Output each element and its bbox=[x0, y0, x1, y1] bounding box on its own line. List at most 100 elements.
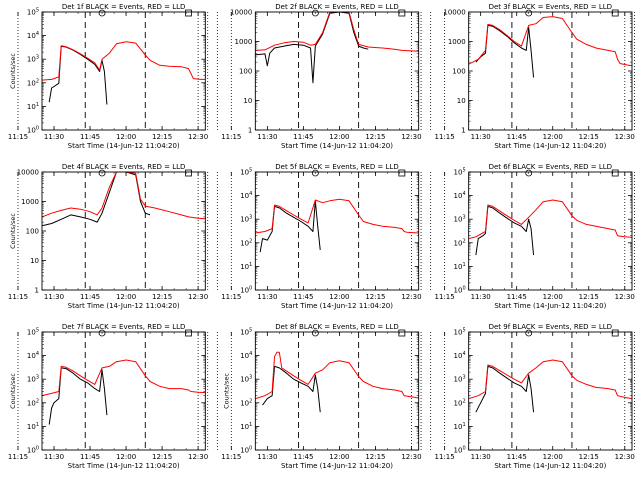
x-tick-label: 12:00 bbox=[543, 293, 563, 301]
x-tick-label: 12:15 bbox=[579, 453, 599, 461]
circle-marker bbox=[525, 329, 533, 337]
series-group bbox=[468, 199, 632, 256]
x-tick-label: 12:15 bbox=[579, 133, 599, 141]
series-group bbox=[255, 351, 419, 413]
x-tick-label: 12:30 bbox=[188, 453, 208, 461]
panel-title: Det 7f BLACK = Events, RED = LLD bbox=[62, 323, 185, 331]
series-line-events bbox=[48, 45, 108, 105]
series-group bbox=[468, 16, 632, 78]
x-tick-label: 12:30 bbox=[188, 293, 208, 301]
detector-panel-6: Det 6f BLACK = Events, RED = LLD 100 101 10… bbox=[435, 163, 635, 310]
series-line-lld bbox=[468, 16, 632, 67]
y-tick-label: 104 bbox=[454, 191, 466, 200]
x-tick-label: 11:30 bbox=[44, 453, 64, 461]
x-tick-label: 12:00 bbox=[543, 133, 563, 141]
y-tick-label: 101 bbox=[454, 262, 466, 271]
square-marker bbox=[398, 9, 406, 17]
y-tick-label: 100 bbox=[27, 446, 39, 455]
y-tick-label: 105 bbox=[454, 328, 466, 337]
y-tick-label: 105 bbox=[27, 8, 39, 17]
x-tick-label: 11:45 bbox=[80, 293, 100, 301]
y-tick-label: 10000 bbox=[230, 9, 252, 17]
y-tick-label: 1000 bbox=[448, 38, 466, 46]
y-tick-label: 105 bbox=[27, 328, 39, 337]
x-tick-label: 11:45 bbox=[293, 453, 313, 461]
x-tick-label: 11:45 bbox=[80, 133, 100, 141]
y-tick-label: 1000 bbox=[21, 198, 39, 206]
x-axis-label: Start Time (14-Jun-12 11:04:20) bbox=[494, 462, 606, 470]
y-tick-label: 100 bbox=[239, 68, 252, 76]
y-tick-label: 103 bbox=[454, 375, 466, 384]
y-tick-label: 103 bbox=[240, 375, 252, 384]
square-marker bbox=[185, 169, 192, 177]
plot-frame bbox=[468, 171, 633, 291]
series-group bbox=[42, 41, 206, 105]
y-tick-label: 100 bbox=[454, 286, 466, 295]
x-tick-label: 11:30 bbox=[44, 293, 64, 301]
y-tick-label: 101 bbox=[454, 422, 466, 431]
plot-frame bbox=[468, 331, 633, 451]
x-tick-label: 12:00 bbox=[116, 133, 136, 141]
square-marker bbox=[398, 329, 406, 337]
x-axis-label: Start Time (14-Jun-12 11:04:20) bbox=[494, 142, 606, 150]
y-tick-label: 104 bbox=[454, 351, 466, 360]
detector-panel-2: Det 2f BLACK = Events, RED = LLD 1 10 100 10… bbox=[221, 3, 432, 150]
square-marker bbox=[611, 9, 619, 17]
y-tick-label: 104 bbox=[27, 31, 39, 40]
x-tick-label: 12:15 bbox=[365, 453, 385, 461]
series-line-lld bbox=[255, 198, 419, 234]
series-line-events bbox=[42, 171, 151, 227]
y-tick-label: 102 bbox=[454, 238, 466, 247]
y-tick-label: 100 bbox=[454, 446, 466, 455]
square-marker bbox=[611, 329, 619, 337]
x-tick-label: 12:15 bbox=[579, 293, 599, 301]
detector-panel-3: Det 3f BLACK = Events, RED = LLD 1 10 100 10… bbox=[435, 3, 635, 150]
detector-panel-5: Det 5f BLACK = Events, RED = LLD 100 101 10… bbox=[221, 163, 432, 310]
plot-frame bbox=[254, 171, 420, 291]
x-tick-label: 12:15 bbox=[365, 133, 385, 141]
y-tick-label: 1000 bbox=[235, 38, 253, 46]
y-tick-label: 1 bbox=[461, 127, 465, 135]
x-axis-label: Start Time (14-Jun-12 11:04:20) bbox=[281, 142, 393, 150]
x-tick-label: 12:15 bbox=[152, 293, 172, 301]
x-tick-label: 11:15 bbox=[8, 133, 28, 141]
y-tick-label: 10 bbox=[457, 97, 466, 105]
x-tick-label: 11:30 bbox=[257, 133, 277, 141]
x-tick-label: 12:00 bbox=[329, 293, 349, 301]
circle-marker bbox=[525, 9, 533, 17]
x-tick-label: 11:45 bbox=[80, 453, 100, 461]
series-line-events bbox=[475, 24, 535, 78]
y-tick-label: 10000 bbox=[17, 169, 39, 177]
x-tick-label: 12:15 bbox=[365, 293, 385, 301]
series-line-lld bbox=[42, 171, 206, 220]
x-tick-label: 12:30 bbox=[615, 293, 635, 301]
y-tick-label: 101 bbox=[240, 422, 252, 431]
x-axis-label: Start Time (14-Jun-12 11:04:20) bbox=[68, 302, 180, 310]
circle-marker bbox=[525, 169, 533, 177]
y-tick-label: 100 bbox=[26, 228, 39, 236]
x-axis-label: Start Time (14-Jun-12 11:04:20) bbox=[494, 302, 606, 310]
detector-panel-7: Det 7f BLACK = Events, RED = LLD 100 101 10… bbox=[8, 323, 218, 470]
x-tick-label: 11:15 bbox=[435, 453, 455, 461]
x-tick-label: 12:00 bbox=[116, 453, 136, 461]
y-tick-label: 103 bbox=[454, 215, 466, 224]
x-tick-label: 12:15 bbox=[152, 133, 172, 141]
series-line-events bbox=[255, 11, 369, 84]
series-line-lld bbox=[42, 359, 206, 397]
x-axis-label: Start Time (14-Jun-12 11:04:20) bbox=[281, 302, 393, 310]
x-tick-label: 11:45 bbox=[507, 293, 527, 301]
x-tick-label: 11:15 bbox=[435, 293, 455, 301]
x-tick-label: 11:45 bbox=[293, 293, 313, 301]
series-line-events bbox=[48, 367, 108, 425]
series-line-lld bbox=[255, 11, 419, 52]
y-axis-label: Counts/sec bbox=[222, 373, 230, 409]
series-line-lld bbox=[468, 359, 632, 400]
x-tick-label: 12:30 bbox=[401, 453, 421, 461]
x-tick-label: 11:15 bbox=[221, 133, 241, 141]
y-axis-label: Counts/sec bbox=[9, 53, 17, 89]
x-tick-label: 11:30 bbox=[257, 453, 277, 461]
square-marker bbox=[398, 169, 406, 177]
panel-title: Det 5f BLACK = Events, RED = LLD bbox=[275, 163, 398, 171]
circle-marker bbox=[311, 329, 319, 337]
y-tick-label: 10 bbox=[30, 257, 39, 265]
